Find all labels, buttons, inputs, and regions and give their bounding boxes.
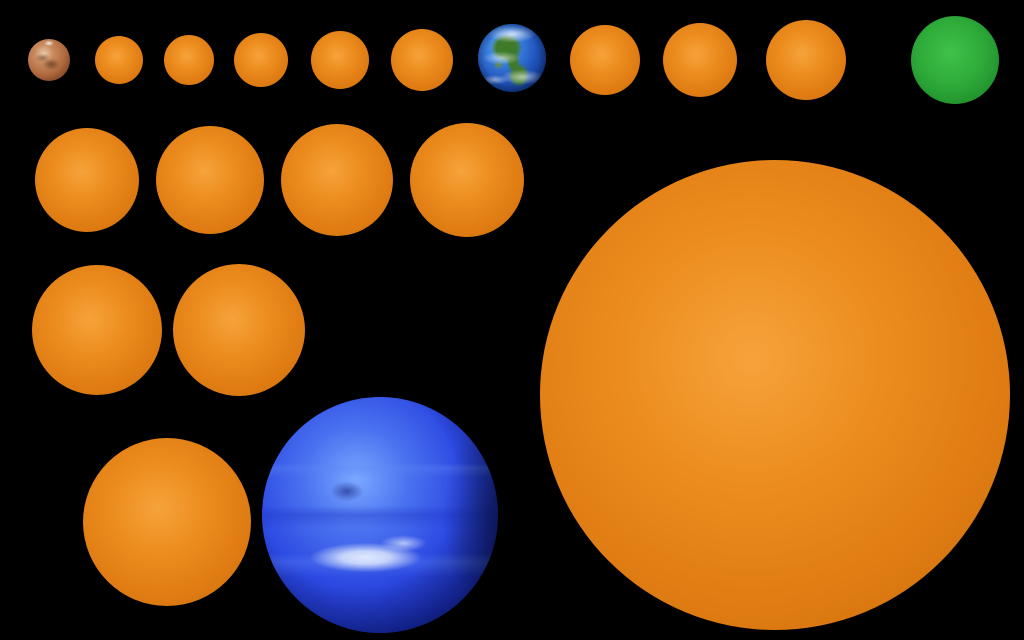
planet-exo-14 (173, 264, 305, 396)
planet-exo-7 (663, 23, 737, 97)
planet-exo-large (540, 160, 1010, 630)
planet-size-comparison (0, 0, 1024, 640)
planet-mars (28, 39, 70, 81)
planet-habitable (911, 16, 999, 104)
planet-exo-4 (311, 31, 369, 89)
planet-exo-6 (570, 25, 640, 95)
planet-exo-5 (391, 29, 453, 91)
planet-exo-10 (156, 126, 264, 234)
planet-exo-12 (410, 123, 524, 237)
planet-earth (478, 24, 546, 92)
planet-exo-8 (766, 20, 846, 100)
planet-exo-2 (164, 35, 214, 85)
planet-exo-3 (234, 33, 288, 87)
planet-exo-13 (32, 265, 162, 395)
planet-neptune (262, 397, 498, 633)
planet-exo-15 (83, 438, 251, 606)
planet-exo-9 (35, 128, 139, 232)
planet-exo-1 (95, 36, 143, 84)
planet-exo-11 (281, 124, 393, 236)
